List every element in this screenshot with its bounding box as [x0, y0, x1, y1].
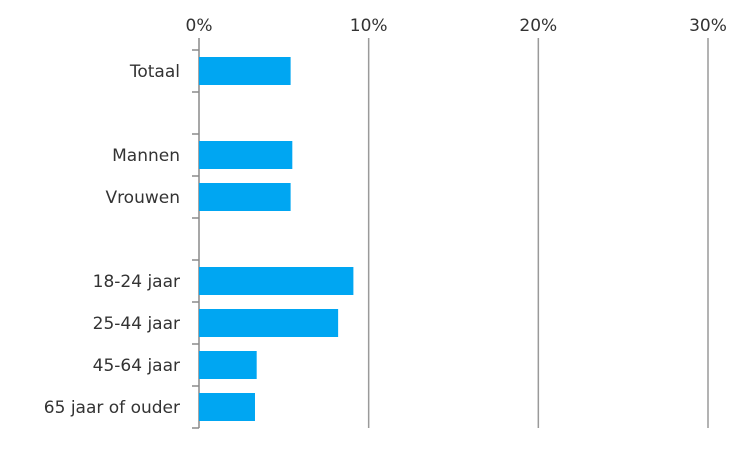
bar [199, 141, 293, 169]
bar [199, 351, 257, 379]
x-tick-label: 30% [689, 16, 727, 36]
bar [199, 57, 291, 85]
bar [199, 393, 255, 421]
category-label: Mannen [112, 146, 180, 166]
bar [199, 267, 354, 295]
bar [199, 183, 291, 211]
category-label: 18-24 jaar [93, 272, 180, 292]
category-axis [192, 49, 199, 429]
x-tick-label: 0% [186, 16, 213, 36]
x-tick-label: 20% [519, 16, 557, 36]
bar [199, 309, 339, 337]
category-label: 65 jaar of ouder [44, 398, 180, 418]
x-tick-label: 10% [350, 16, 388, 36]
category-label: 25-44 jaar [93, 314, 180, 334]
category-label: 45-64 jaar [93, 356, 180, 376]
category-label: Totaal [129, 62, 180, 82]
category-labels: Totaal Mannen Vrouwen 18-24 jaar 25-44 jaar 4… [44, 62, 180, 418]
x-tick-labels: 0% 10% 20% 30% [186, 16, 727, 36]
bars [199, 57, 354, 421]
gridlines [198, 38, 709, 428]
category-label: Vrouwen [105, 188, 180, 208]
